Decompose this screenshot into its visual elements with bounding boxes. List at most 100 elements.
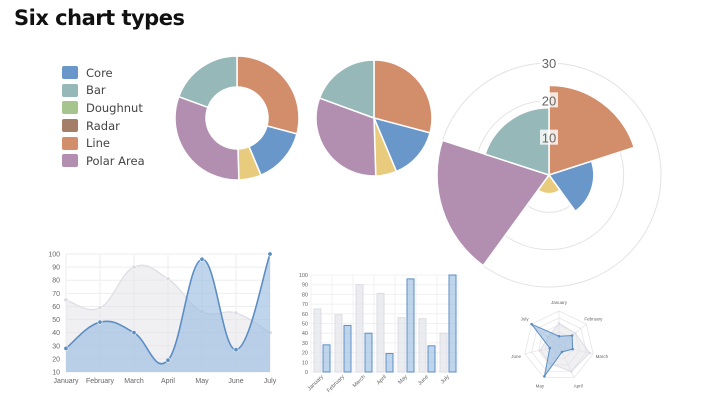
line-area (66, 254, 270, 372)
radar-point (557, 321, 561, 325)
radar-point (538, 348, 542, 352)
line-point (199, 256, 205, 262)
radar-point (557, 334, 561, 338)
radar-grid (531, 317, 587, 372)
radar-point (570, 334, 574, 337)
pie-slice (315, 97, 377, 177)
line-x-tick: July (264, 378, 277, 385)
bar-y-tick: 60 (302, 312, 308, 318)
legend-label: Core (86, 65, 113, 80)
radar-label: April (574, 384, 583, 389)
line-y-tick: 10 (52, 370, 60, 377)
radar-grid (524, 310, 594, 378)
line-x-tick: January (54, 378, 79, 385)
legend-item: Bar (62, 82, 145, 100)
polar-tick-backdrop (540, 55, 558, 70)
doughnut-slice (177, 55, 238, 109)
line-point (131, 264, 137, 270)
line-y-tick: 70 (52, 291, 60, 298)
bar-y-tick: 40 (302, 331, 308, 337)
legend-swatch (62, 83, 78, 97)
radar-label: June (511, 354, 521, 359)
line-point (131, 330, 137, 336)
polar-segment (548, 84, 636, 177)
line-point (233, 310, 239, 316)
pie-slice (318, 59, 375, 120)
legend-item: Line (62, 134, 145, 152)
line-point (233, 347, 239, 353)
legend-swatch (62, 154, 78, 168)
line-y-tick: 20 (52, 356, 60, 363)
legend-swatch (62, 66, 78, 80)
radar-point (560, 350, 564, 354)
line-point (165, 276, 171, 282)
radar-label: March (596, 354, 609, 359)
bar-y-tick: 100 (299, 273, 308, 279)
legend-swatch (62, 101, 78, 115)
polar-tick-backdrop (540, 92, 558, 108)
doughnut-slice (174, 95, 240, 181)
radar-point (571, 347, 574, 351)
bar-rect (355, 284, 364, 373)
bar-y-tick: 70 (302, 302, 308, 308)
bar-y-tick: 90 (302, 283, 308, 289)
bar-rect (364, 332, 373, 373)
line-point (267, 251, 273, 257)
legend: Core Bar Doughnut Radar Line Polar Area (62, 64, 145, 170)
bar-x-tick: May (397, 374, 409, 386)
polar-segment (547, 160, 595, 213)
line-y-tick: 60 (52, 304, 60, 311)
radar-point (573, 331, 577, 335)
radar-label: February (584, 317, 603, 322)
pie-slice (372, 116, 431, 173)
bar-rect (397, 317, 406, 373)
line-point (165, 357, 171, 363)
bar-rect (385, 353, 394, 373)
legend-label: Radar (86, 118, 120, 133)
radar-point (548, 346, 552, 350)
legend-label: Polar Area (86, 153, 145, 168)
legend-item: Doughnut (62, 99, 145, 117)
bar-rect (418, 318, 427, 373)
line-y-tick: 50 (52, 317, 60, 324)
legend-label: Bar (86, 83, 106, 98)
line-y-tick: 40 (52, 330, 60, 337)
bar-y-tick: 50 (302, 322, 308, 328)
line-y-tick: 90 (52, 265, 60, 272)
line-x-tick: February (86, 378, 115, 385)
line-point (63, 345, 69, 351)
bar-rect (427, 345, 436, 373)
polar-segment (436, 139, 551, 267)
line-x-tick: May (195, 378, 209, 385)
line-point (63, 297, 69, 303)
line-y-tick: 80 (52, 278, 60, 285)
bar-rect (313, 308, 322, 373)
line-point (97, 305, 103, 311)
polar-segment (484, 107, 550, 177)
legend-label: Line (86, 136, 110, 151)
polar-tick-label: 20 (542, 93, 556, 108)
bar-rect (448, 274, 457, 373)
bar-rect (439, 332, 448, 373)
radar-point (570, 370, 573, 373)
radar-label: July (521, 317, 530, 322)
bar-y-tick: 20 (302, 351, 308, 357)
radar-point (543, 374, 546, 378)
line-y-tick: 100 (48, 252, 60, 259)
legend-label: Doughnut (86, 100, 143, 115)
doughnut-slice (236, 55, 300, 135)
legend-swatch (62, 136, 78, 150)
line-point (97, 319, 103, 325)
bar-y-tick: 80 (302, 292, 308, 298)
bar-x-tick: July (440, 374, 451, 385)
page-title: Six chart types (14, 6, 185, 30)
bar-rect (334, 314, 343, 373)
bar-rect (343, 324, 352, 373)
line-y-tick: 30 (52, 343, 60, 350)
radar-point (530, 322, 533, 326)
radar-point (588, 351, 592, 355)
